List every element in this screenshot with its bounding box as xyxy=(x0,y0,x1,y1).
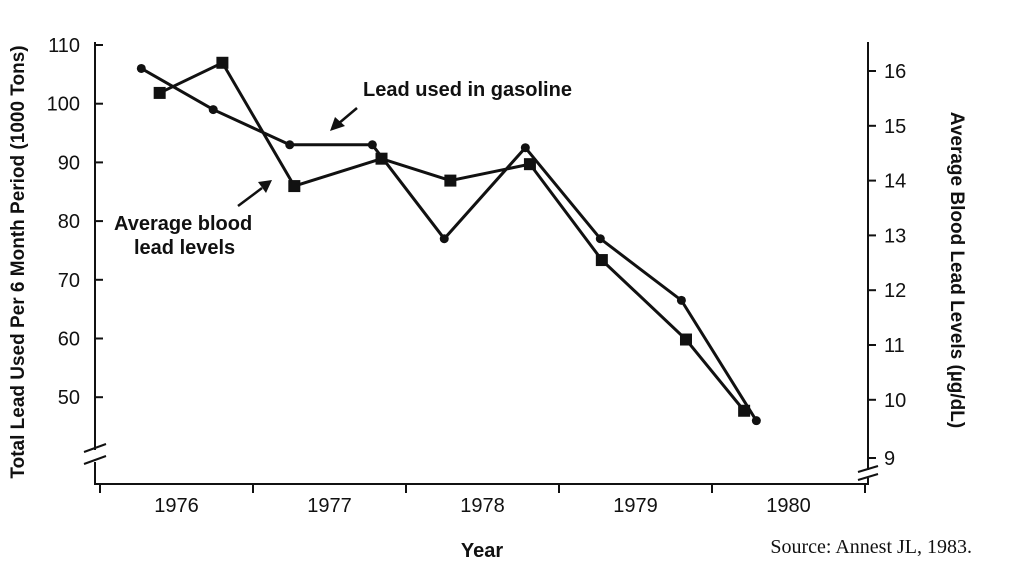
y2-tick-label: 12 xyxy=(884,280,906,302)
y-tick-label: 100 xyxy=(47,94,80,116)
data-point-blood-lead xyxy=(444,174,457,187)
series-line-blood-lead xyxy=(159,60,746,412)
right-axis-break-1 xyxy=(857,465,879,473)
x-tick-label: 1978 xyxy=(460,495,505,517)
data-point-blood-lead xyxy=(288,180,301,193)
left-axis-break-2 xyxy=(83,455,107,465)
data-point-blood-lead xyxy=(595,254,608,267)
data-point-gasoline xyxy=(751,416,761,426)
data-point-blood-lead xyxy=(216,56,229,69)
data-point-gasoline xyxy=(439,234,449,244)
data-point-blood-lead xyxy=(738,404,751,417)
data-point-gasoline xyxy=(520,143,530,153)
data-point-gasoline xyxy=(676,295,686,305)
data-point-blood-lead xyxy=(523,158,536,171)
y-tick-label: 80 xyxy=(58,211,80,233)
y2-tick-label: 15 xyxy=(884,116,906,138)
y2-tick-label: 11 xyxy=(884,335,905,357)
data-point-blood-lead xyxy=(375,152,388,165)
y-tick-label: 90 xyxy=(58,152,80,174)
data-point-gasoline xyxy=(285,140,295,150)
y-tick-label: 110 xyxy=(48,35,80,57)
left-axis-break-1 xyxy=(83,443,107,453)
data-point-gasoline xyxy=(136,63,146,73)
y-tick-label: 60 xyxy=(58,329,80,351)
x-tick-label: 1980 xyxy=(766,495,811,517)
data-point-gasoline xyxy=(595,234,605,244)
source-note: Source: Annest JL, 1983. xyxy=(770,536,972,558)
arrow-blood xyxy=(237,180,272,207)
data-point-gasoline xyxy=(367,140,377,150)
left-axis-label: Total Lead Used Per 6 Month Period (1000… xyxy=(8,45,29,478)
y2-tick-label: 16 xyxy=(884,61,906,83)
data-point-gasoline xyxy=(208,105,218,115)
x-tick-label: 1976 xyxy=(154,495,199,517)
arrow-gasoline xyxy=(330,107,358,131)
data-point-blood-lead xyxy=(679,333,692,346)
y2-tick-label: 10 xyxy=(884,390,906,412)
right-axis-label: Average Blood Lead Levels (µg/dL) xyxy=(946,112,967,428)
y-tick-label: 70 xyxy=(58,270,80,292)
y2-tick-label: 14 xyxy=(884,171,906,193)
y2-tick-label: 13 xyxy=(884,225,906,247)
right-axis-break-2 xyxy=(857,473,879,481)
x-tick-label: 1977 xyxy=(307,495,352,517)
annotation-gasoline: Lead used in gasoline xyxy=(363,79,572,101)
y2-tick-label: 9 xyxy=(884,448,895,470)
data-point-blood-lead xyxy=(153,86,166,99)
y-tick-label: 50 xyxy=(58,387,80,409)
annotation-blood-line2: lead levels xyxy=(134,237,235,259)
annotation-blood-line1: Average blood xyxy=(114,213,252,235)
x-axis-label: Year xyxy=(461,540,503,562)
x-tick-label: 1979 xyxy=(613,495,658,517)
